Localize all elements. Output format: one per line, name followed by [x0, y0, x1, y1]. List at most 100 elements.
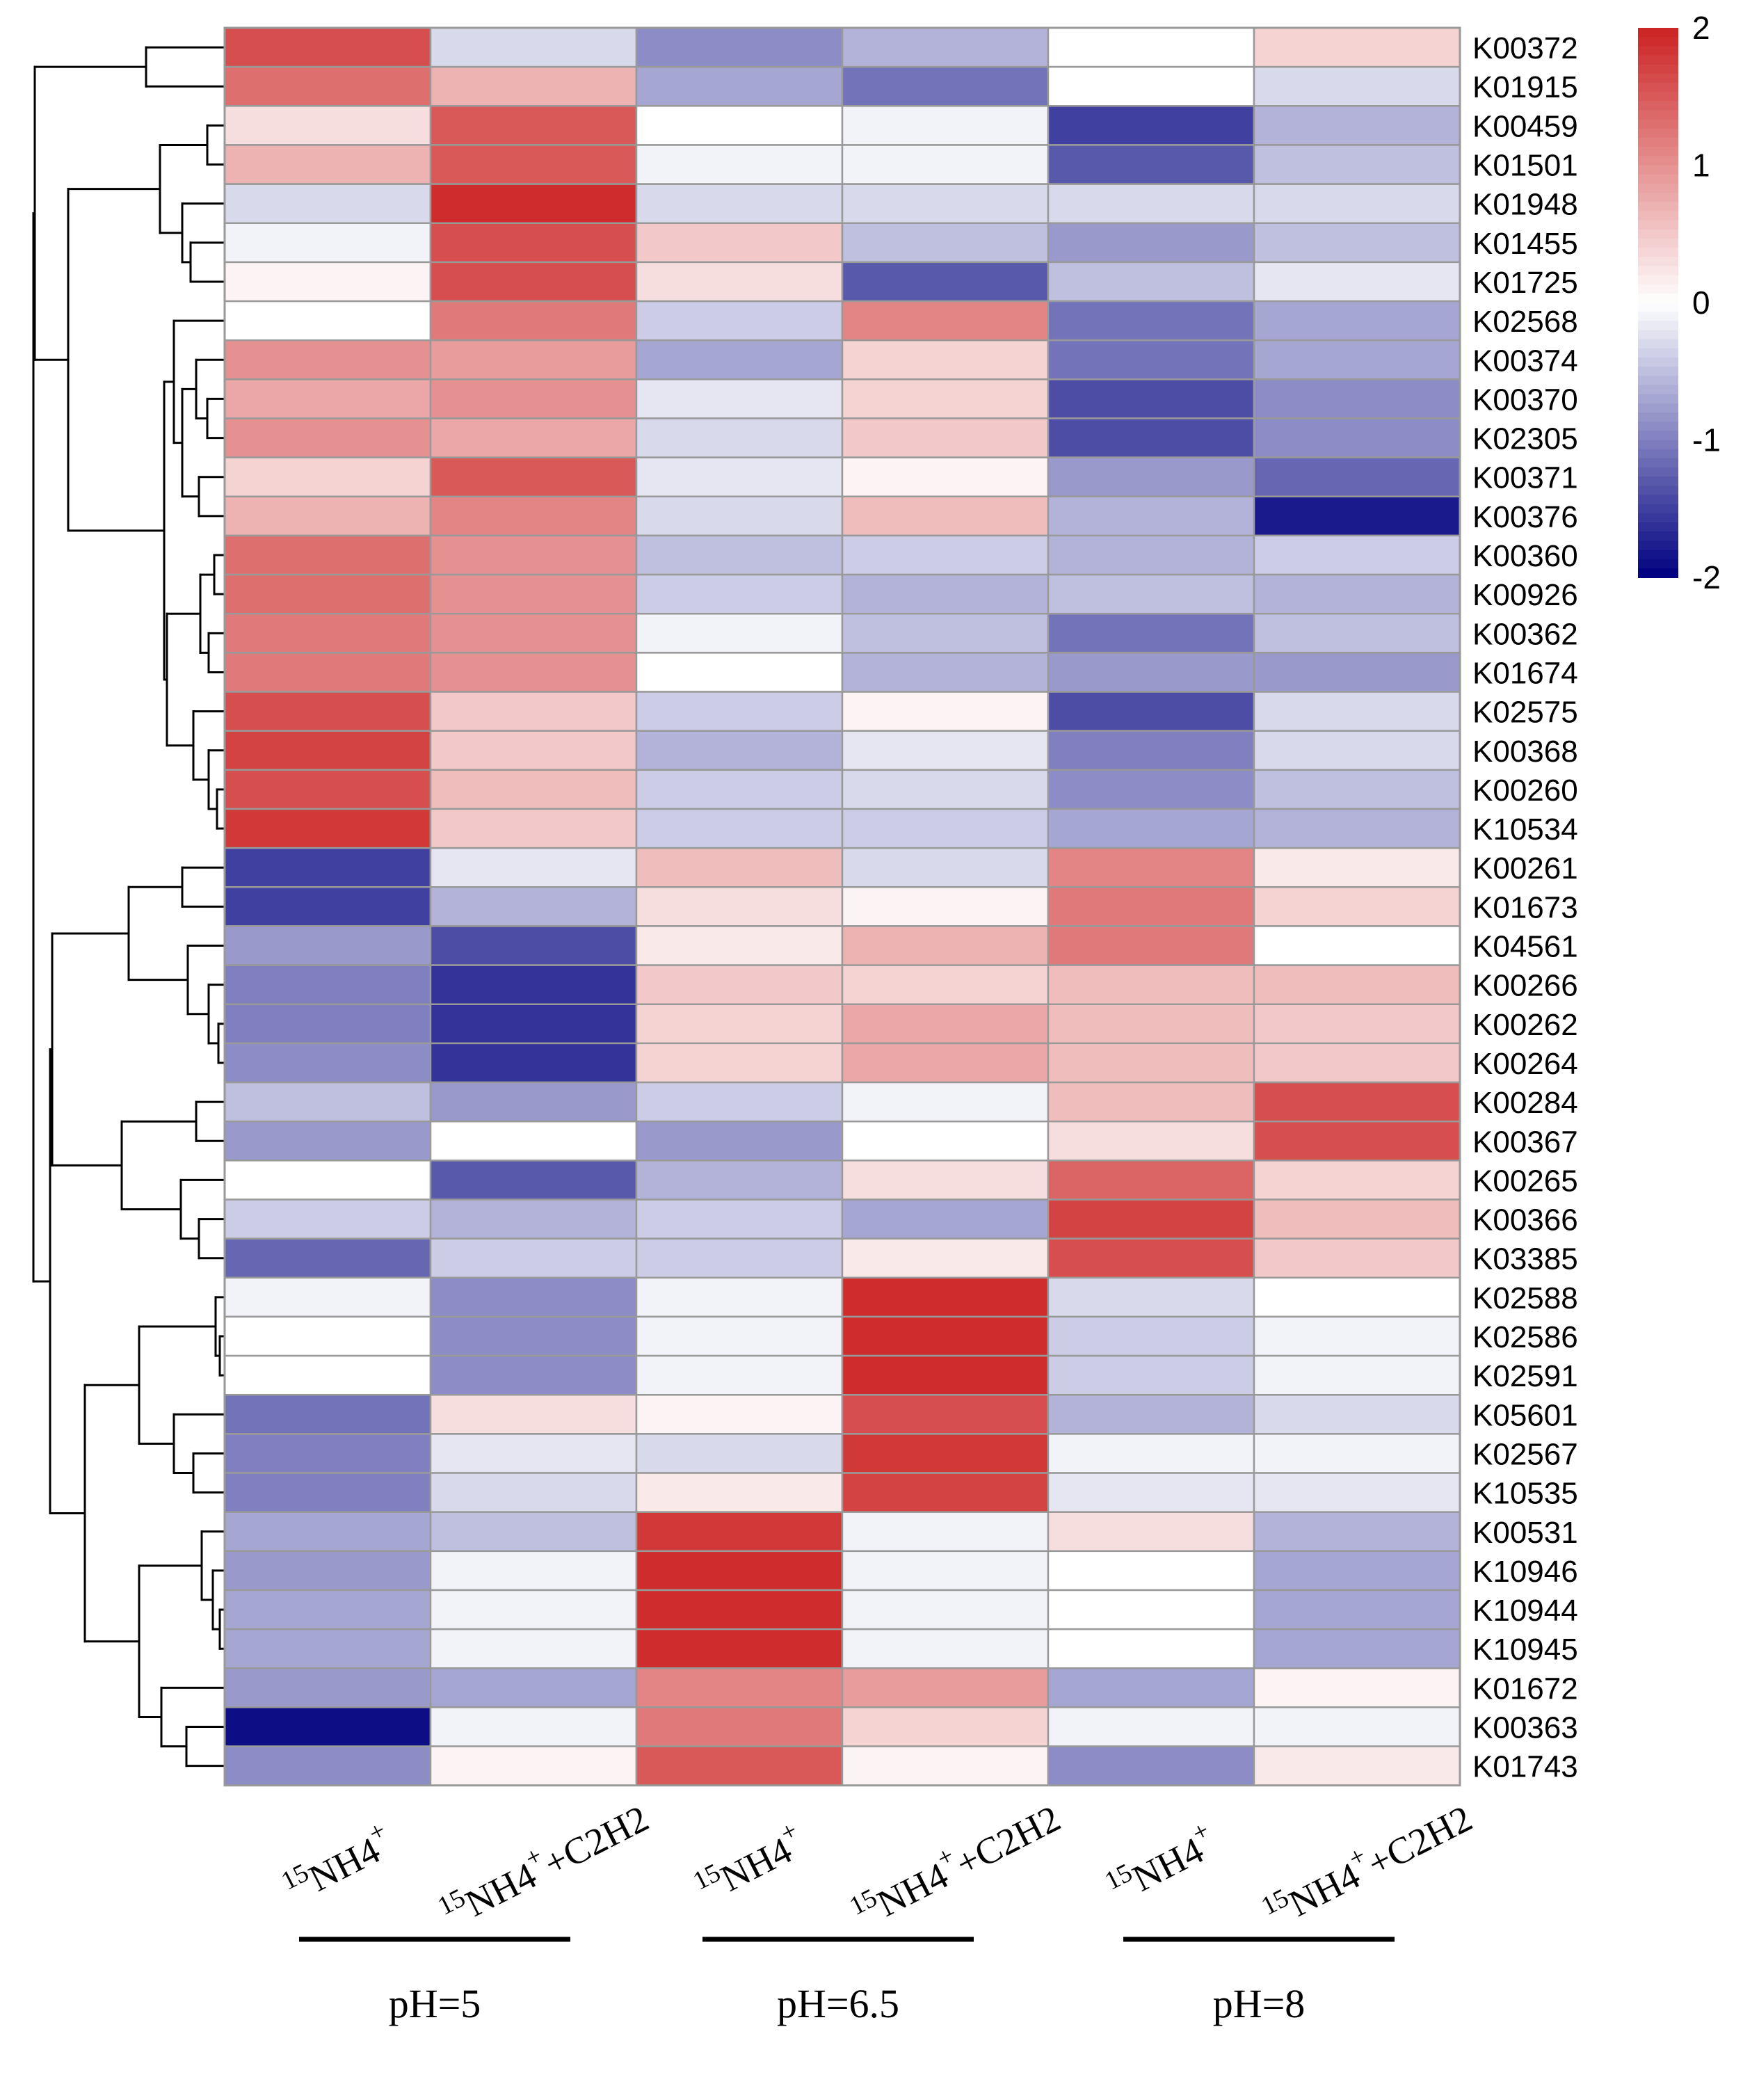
color-legend: 2 1 0 -1 -2 — [1638, 10, 1721, 595]
heatmap-cell — [429, 105, 638, 146]
legend-color-step — [1638, 55, 1678, 65]
heatmap-cell — [635, 1472, 844, 1513]
row-label: K01672 — [1472, 1672, 1578, 1706]
heatmap-cell — [635, 1745, 844, 1787]
heatmap-cell — [841, 1003, 1050, 1045]
heatmap-cell — [429, 769, 638, 810]
heatmap-cell — [841, 808, 1050, 849]
heatmap-cell — [1047, 1433, 1255, 1474]
legend-color-step — [1638, 119, 1678, 129]
heatmap-cell — [223, 144, 432, 185]
heatmap-cell — [223, 417, 432, 458]
heatmap-cell — [1047, 378, 1255, 419]
row-label: K01673 — [1472, 890, 1578, 924]
legend-color-step — [1638, 522, 1678, 533]
heatmap-cell — [635, 1589, 844, 1630]
addition-text: +C2H2 — [1360, 1797, 1478, 1885]
heatmap-cell — [1253, 730, 1461, 771]
legend-color-step — [1638, 321, 1678, 331]
heatmap-cell — [841, 1511, 1050, 1553]
heatmap-cell — [1253, 378, 1461, 419]
legend-tick-label: 0 — [1692, 284, 1710, 321]
legend-color-step — [1638, 156, 1678, 166]
heatmap-cell — [1047, 1394, 1255, 1435]
heatmap-cell — [429, 1472, 638, 1513]
heatmap-cell — [429, 1511, 638, 1553]
heatmap-cell — [429, 261, 638, 303]
heatmap-cell — [223, 1199, 432, 1240]
heatmap-cell — [1047, 1472, 1255, 1513]
legend-color-step — [1638, 193, 1678, 203]
legend-color-step — [1638, 46, 1678, 56]
heatmap-cell — [1253, 1706, 1461, 1747]
heatmap-cell — [841, 1628, 1050, 1669]
heatmap-cell — [841, 1315, 1050, 1357]
group-label: pH=5 — [389, 1981, 481, 2026]
legend-color-step — [1638, 211, 1678, 221]
legend-color-step — [1638, 394, 1678, 404]
legend-color-step — [1638, 486, 1678, 496]
legend-color-step — [1638, 376, 1678, 386]
heatmap-cell — [1253, 300, 1461, 342]
heatmap-cell — [841, 886, 1050, 927]
heatmap-cell — [635, 964, 844, 1005]
heatmap-cell — [1047, 573, 1255, 615]
heatmap-cell — [1047, 886, 1255, 927]
heatmap-cell — [1047, 183, 1255, 225]
heatmap-cell — [429, 652, 638, 693]
legend-color-step — [1638, 220, 1678, 230]
heatmap-cell — [429, 573, 638, 615]
heatmap-cell — [841, 1667, 1050, 1708]
heatmap-cell — [429, 1667, 638, 1708]
heatmap-cell — [1253, 1120, 1461, 1162]
heatmap-cell — [1253, 1354, 1461, 1396]
heatmap-cell — [1253, 1472, 1461, 1513]
heatmap-cell — [841, 417, 1050, 458]
heatmap-cell — [1253, 769, 1461, 810]
column-label-text: 15NH4++C2H2 — [432, 1790, 655, 1937]
row-label: K01501 — [1472, 149, 1578, 183]
column-label-text: 15NH4+ — [1099, 1816, 1223, 1911]
row-label: K00265 — [1472, 1164, 1578, 1198]
column-label: 15NH4++C2H2 — [432, 1790, 655, 1937]
heatmap-cell — [841, 183, 1050, 225]
heatmap-cell — [635, 300, 844, 342]
row-label: K00372 — [1472, 31, 1578, 65]
heatmap-cell — [1047, 847, 1255, 888]
heatmap-cell — [841, 573, 1050, 615]
heatmap-cell — [841, 691, 1050, 732]
heatmap-cell — [841, 1433, 1050, 1474]
heatmap-cell — [1047, 144, 1255, 185]
heatmap-cell — [841, 456, 1050, 498]
heatmap-cell — [223, 573, 432, 615]
heatmap-cell — [841, 964, 1050, 1005]
row-label: K00367 — [1472, 1125, 1578, 1159]
heatmap-cell — [1047, 300, 1255, 342]
heatmap-cell — [223, 1120, 432, 1162]
heatmap-cell — [429, 26, 638, 68]
heatmap-cell — [635, 456, 844, 498]
heatmap-cell — [429, 808, 638, 849]
heatmap-cell — [429, 886, 638, 927]
row-label: K04561 — [1472, 930, 1578, 964]
legend-color-step — [1638, 101, 1678, 111]
heatmap-cell — [429, 534, 638, 576]
row-label: K01743 — [1472, 1750, 1578, 1784]
heatmap-cell — [223, 886, 432, 927]
legend-color-step — [1638, 504, 1678, 514]
heatmap-cell — [1047, 339, 1255, 380]
column-label: 15NH4++C2H2 — [845, 1797, 1067, 1925]
heatmap-cell — [841, 534, 1050, 576]
legend-color-step — [1638, 403, 1678, 413]
heatmap-cell — [635, 1120, 844, 1162]
heatmap-cell — [635, 534, 844, 576]
legend-color-step — [1638, 550, 1678, 560]
heatmap-cell — [1253, 886, 1461, 927]
row-label: K00368 — [1472, 735, 1578, 769]
row-label: K02575 — [1472, 696, 1578, 730]
heatmap-cell — [429, 1394, 638, 1435]
legend-color-step — [1638, 467, 1678, 478]
legend-color-step — [1638, 330, 1678, 340]
heatmap-cell — [223, 1276, 432, 1318]
legend-color-step — [1638, 348, 1678, 358]
